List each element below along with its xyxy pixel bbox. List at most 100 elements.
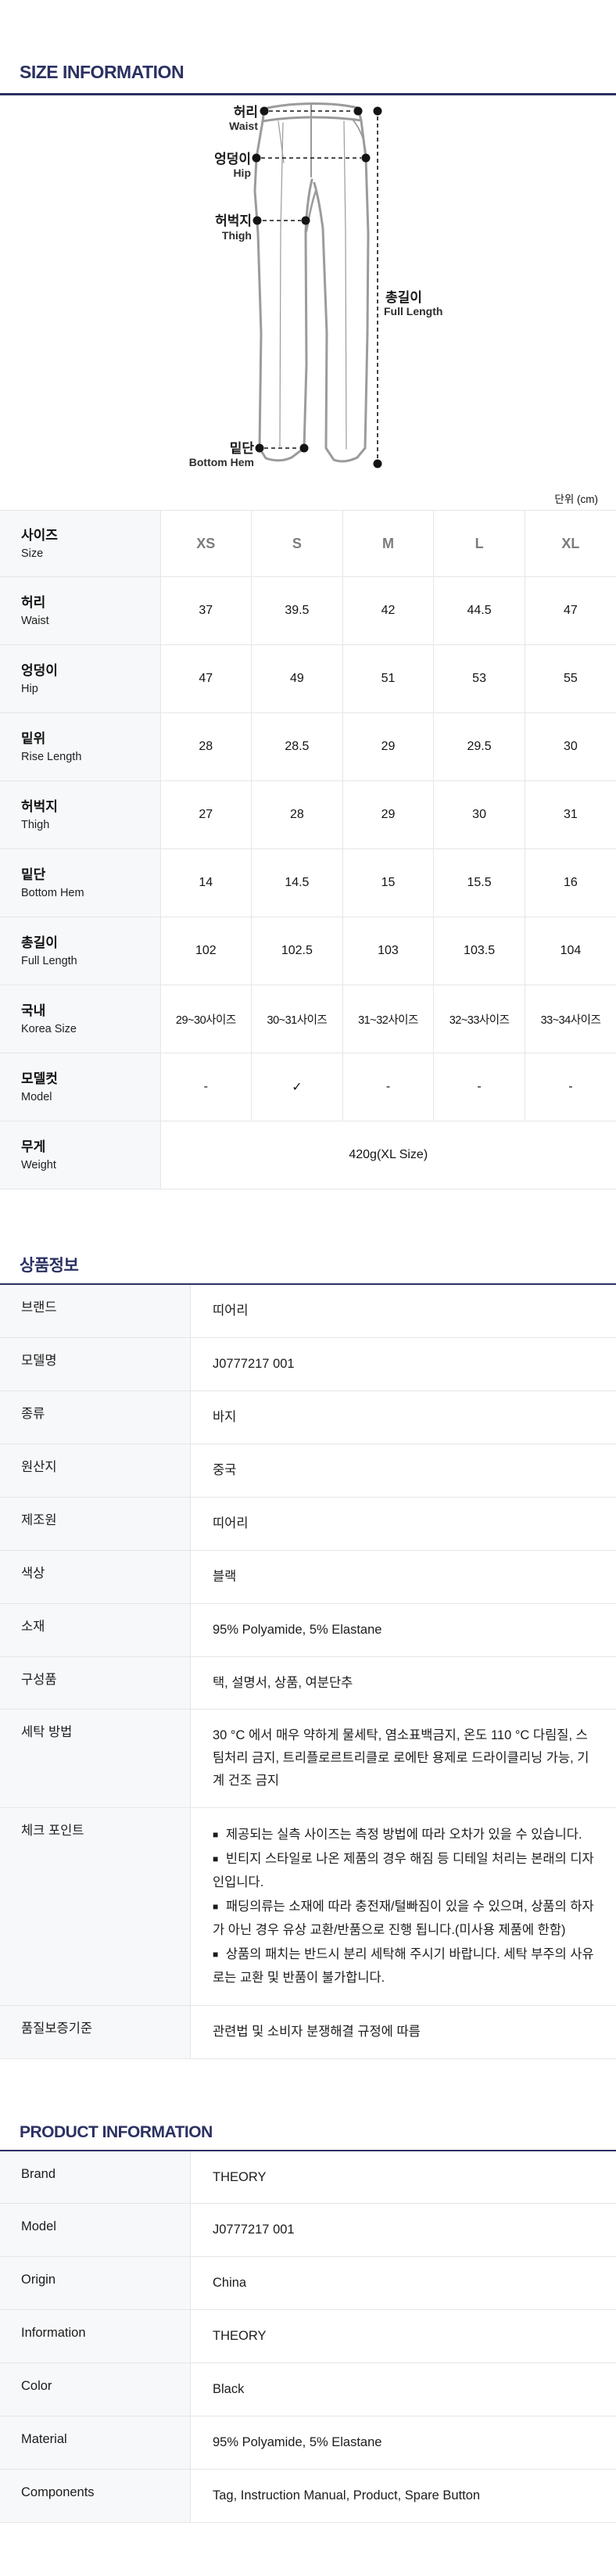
size-value-cell: - [160,1053,252,1121]
size-column-header: S [252,511,343,577]
size-value-cell: 37 [160,577,252,645]
size-value-cell: 55 [525,645,616,713]
info-label-cell: Material [0,2416,191,2469]
thigh-label-en: Thigh [222,229,252,242]
info-value-cell: Tag, Instruction Manual, Product, Spare … [191,2469,616,2522]
size-value-cell: 16 [525,849,616,917]
row-label-kr: 밑위 [21,730,159,748]
info-value-cell: Black [191,2363,616,2416]
check-point-item: ■ 상품의 패치는 반드시 분리 세탁해 주시기 바랍니다. 세탁 부주의 사유… [213,1943,597,1990]
info-label-cell: 구성품 [0,1656,191,1710]
size-column-header: M [342,511,434,577]
size-value-cell: 49 [252,645,343,713]
unit-label: 단위 (cm) [0,490,616,506]
size-value-cell: - [434,1053,525,1121]
info-value-cell: 띠어리 [191,1284,616,1337]
size-value-cell: 15.5 [434,849,525,917]
size-column-header: XL [525,511,616,577]
left-leg-shape [255,121,312,461]
square-bullet-icon: ■ [213,1829,218,1840]
weight-value-cell: 420g(XL Size) [160,1121,616,1189]
pants-diagram-svg: 허리 Waist 엉덩이 Hip 허벅지 Thigh 밑단 Bottom Hem… [0,97,616,482]
row-label-en: Korea Size [21,1023,159,1036]
info-label-cell: Brand [0,2151,191,2204]
row-label-en: Hip [21,683,159,696]
size-value-cell: 30 [525,713,616,781]
size-value-cell: 42 [342,577,434,645]
size-value-cell: 51 [342,645,434,713]
info-label-cell: 체크 포인트 [0,1808,191,2006]
info-value-cell: 30 °C 에서 매우 약하게 물세탁, 염소표백금지, 온도 110 °C 다… [191,1710,616,1808]
size-value-cell: - [525,1053,616,1121]
size-value-cell: 27 [160,781,252,849]
info-value-cell: 바지 [191,1391,616,1444]
size-value-cell: 31~32사이즈 [342,985,434,1053]
check-point-item: ■ 패딩의류는 소재에 따라 충전재/털빠짐이 있을 수 있으며, 상품의 하자… [213,1895,597,1943]
waist-label-en: Waist [229,120,258,132]
info-label-cell: Origin [0,2257,191,2310]
info-label-cell: 모델명 [0,1338,191,1391]
row-label-en: Full Length [21,955,159,968]
pants-measurement-diagram: 허리 Waist 엉덩이 Hip 허벅지 Thigh 밑단 Bottom Hem… [0,97,616,486]
info-row: 체크 포인트 ■ 제공되는 실측 사이즈는 측정 방법에 따라 오차가 있을 수 … [0,1808,616,2006]
size-value-cell: 102.5 [252,917,343,985]
size-value-cell: 30 [434,781,525,849]
info-label-cell: Components [0,2469,191,2522]
info-value-cell: 띠어리 [191,1497,616,1550]
info-value-cell: 중국 [191,1444,616,1498]
row-label-cell: 허벅지 Thigh [0,781,160,849]
row-label-en: Rise Length [21,751,159,764]
check-point-item: ■ 빈티지 스타일로 나온 제품의 경우 해짐 등 디테일 처리는 본래의 디자… [213,1847,597,1895]
size-information-title: SIZE INFORMATION [0,0,616,82]
info-label-cell: 원산지 [0,1444,191,1498]
check-point-item: ■ 제공되는 실측 사이즈는 측정 방법에 따라 오차가 있을 수 있습니다. [213,1823,597,1847]
size-value-cell: 47 [160,645,252,713]
hip-label-en: Hip [233,167,251,179]
full-length-label-kr: 총길이 [385,290,422,305]
bottom-hem-label-en: Bottom Hem [189,456,254,468]
section-divider [0,93,616,95]
info-label-cell: 제조원 [0,1497,191,1550]
spacer [0,2523,616,2576]
info-value-cell: 95% Polyamide, 5% Elastane [191,2416,616,2469]
size-value-cell: 44.5 [434,577,525,645]
row-label-en: Thigh [21,819,159,832]
product-info-en-title: PRODUCT INFORMATION [0,2123,616,2141]
size-value-cell: 53 [434,645,525,713]
info-label-cell: 브랜드 [0,1284,191,1337]
measurement-dots [252,107,382,468]
thigh-label-kr: 허벅지 [215,213,252,228]
row-label-kr: 밑단 [21,866,159,884]
waist-label-kr: 허리 [234,105,258,120]
size-value-cell: ✓ [252,1053,343,1121]
info-value-cell: 관련법 및 소비자 분쟁해결 규정에 따름 [191,2005,616,2058]
row-label-kr: 허벅지 [21,798,159,816]
size-value-cell: 15 [342,849,434,917]
size-value-cell: 103 [342,917,434,985]
row-label-cell: 밑위 Rise Length [0,713,160,781]
size-value-cell: 104 [525,917,616,985]
size-value-cell: 31 [525,781,616,849]
size-value-cell: 29 [342,713,434,781]
row-label-kr: 모델컷 [21,1071,159,1089]
info-value-cell: China [191,2257,616,2310]
spacer [0,1189,616,1257]
size-column-header: XS [160,511,252,577]
